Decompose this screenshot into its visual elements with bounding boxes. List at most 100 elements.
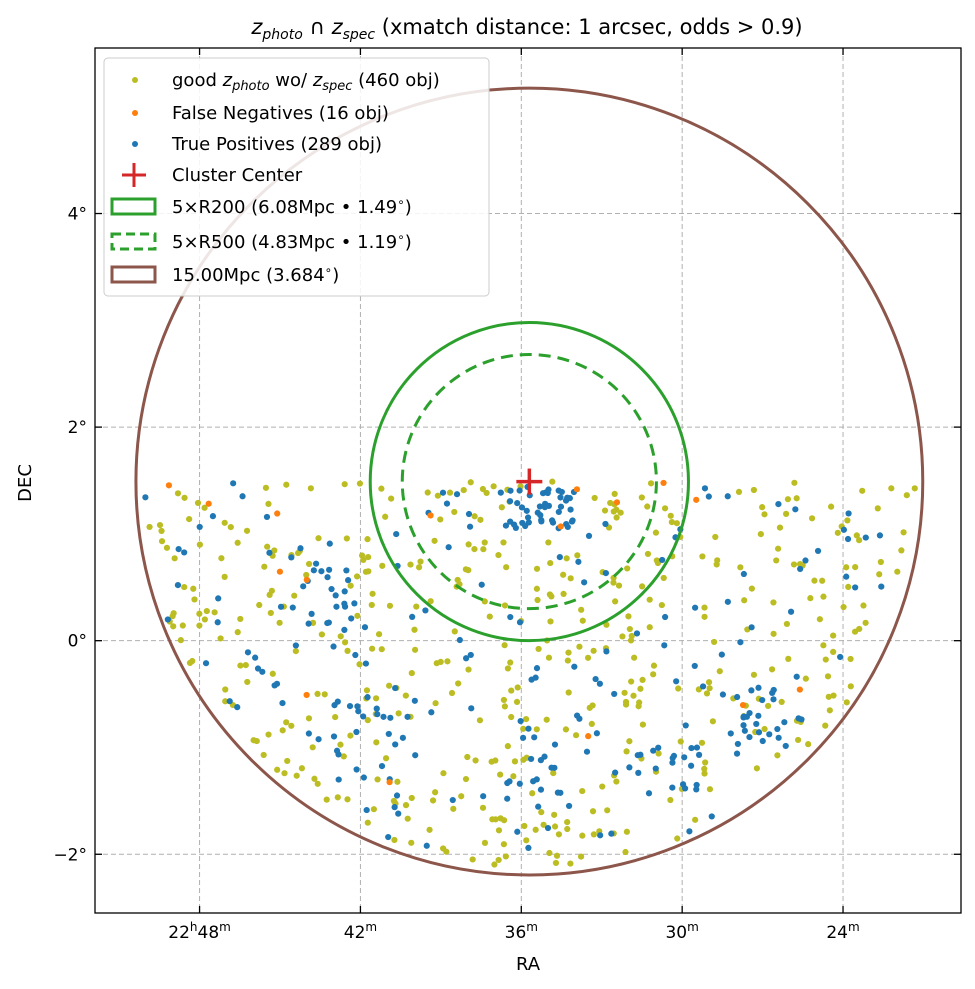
point-tp	[603, 648, 610, 655]
point-tp	[782, 742, 789, 750]
point-good	[701, 770, 708, 777]
point-tp	[423, 842, 430, 849]
point-tp	[741, 727, 748, 734]
point-tp	[502, 522, 510, 529]
point-good	[508, 713, 515, 721]
point-good	[196, 622, 203, 629]
point-tp	[409, 613, 416, 620]
point-good	[610, 579, 617, 586]
point-tp	[516, 487, 523, 494]
point-good	[353, 573, 361, 580]
point-good	[211, 609, 218, 616]
point-good	[646, 624, 653, 631]
point-good	[315, 535, 322, 542]
point-good	[853, 532, 860, 539]
point-good	[791, 479, 798, 486]
point-good	[655, 750, 662, 757]
point-good	[347, 732, 354, 739]
point-good	[577, 853, 585, 860]
point-good	[782, 510, 790, 517]
point-good	[628, 632, 635, 640]
point-good	[811, 577, 818, 584]
circle-r500	[400, 352, 658, 611]
point-good	[820, 642, 827, 649]
point-good	[584, 654, 592, 661]
point-good	[501, 602, 509, 609]
point-good	[560, 571, 567, 578]
point-good	[623, 748, 630, 755]
point-good	[469, 856, 476, 863]
point-good	[464, 753, 471, 761]
point-good	[514, 684, 521, 691]
point-good	[843, 564, 850, 571]
point-good	[244, 678, 251, 686]
point-good	[203, 607, 210, 615]
point-good	[667, 796, 674, 804]
point-good	[379, 562, 386, 569]
point-tp	[348, 615, 355, 622]
point-good	[572, 732, 580, 739]
point-tp	[373, 705, 380, 712]
point-good	[706, 786, 714, 793]
point-good	[564, 657, 571, 664]
point-tp	[688, 762, 695, 769]
point-good	[146, 523, 153, 531]
point-tp	[297, 545, 304, 552]
point-good	[822, 656, 829, 663]
point-good	[630, 692, 637, 699]
point-tp	[699, 683, 707, 690]
point-good	[281, 770, 288, 777]
point-good	[667, 512, 674, 519]
point-tp	[362, 660, 370, 667]
point-good	[471, 546, 478, 553]
point-tp	[748, 687, 755, 694]
point-tp	[385, 730, 392, 738]
point-good	[702, 759, 709, 766]
point-good	[174, 490, 182, 497]
point-good	[237, 662, 244, 669]
point-tp	[468, 705, 475, 712]
point-tp	[633, 630, 641, 637]
point-good	[513, 698, 521, 705]
point-tp	[343, 567, 350, 574]
point-good	[673, 520, 680, 527]
legend-marker-tp	[132, 141, 138, 147]
point-tp	[775, 734, 782, 741]
point-good	[181, 494, 188, 501]
point-tp	[551, 741, 559, 748]
point-good	[431, 537, 438, 544]
point-good	[699, 553, 706, 560]
point-tp	[568, 518, 576, 525]
point-tp	[670, 752, 678, 759]
point-good	[622, 701, 630, 708]
point-good	[520, 725, 527, 732]
point-tp	[305, 620, 312, 627]
point-good	[610, 508, 617, 515]
point-good	[501, 703, 508, 710]
point-tp	[504, 795, 511, 802]
point-tp	[300, 583, 307, 590]
point-good	[770, 599, 777, 606]
point-good	[631, 654, 638, 661]
point-good	[481, 598, 488, 605]
radius-circles	[134, 86, 925, 877]
point-tp	[837, 653, 844, 661]
point-tp	[528, 755, 535, 763]
point-good	[451, 508, 458, 516]
point-tp	[748, 624, 755, 631]
point-good	[261, 563, 268, 570]
point-tp	[645, 790, 653, 797]
point-tp	[537, 786, 545, 793]
point-tp	[548, 764, 555, 771]
point-good	[830, 648, 837, 655]
point-tp	[669, 784, 676, 791]
point-good	[347, 582, 354, 589]
point-good	[564, 819, 571, 826]
point-tp	[695, 751, 703, 758]
point-good	[845, 583, 852, 590]
point-good	[467, 479, 474, 486]
point-good	[471, 513, 478, 520]
point-tp	[266, 549, 273, 556]
point-good	[820, 593, 827, 600]
point-tp	[708, 813, 715, 820]
